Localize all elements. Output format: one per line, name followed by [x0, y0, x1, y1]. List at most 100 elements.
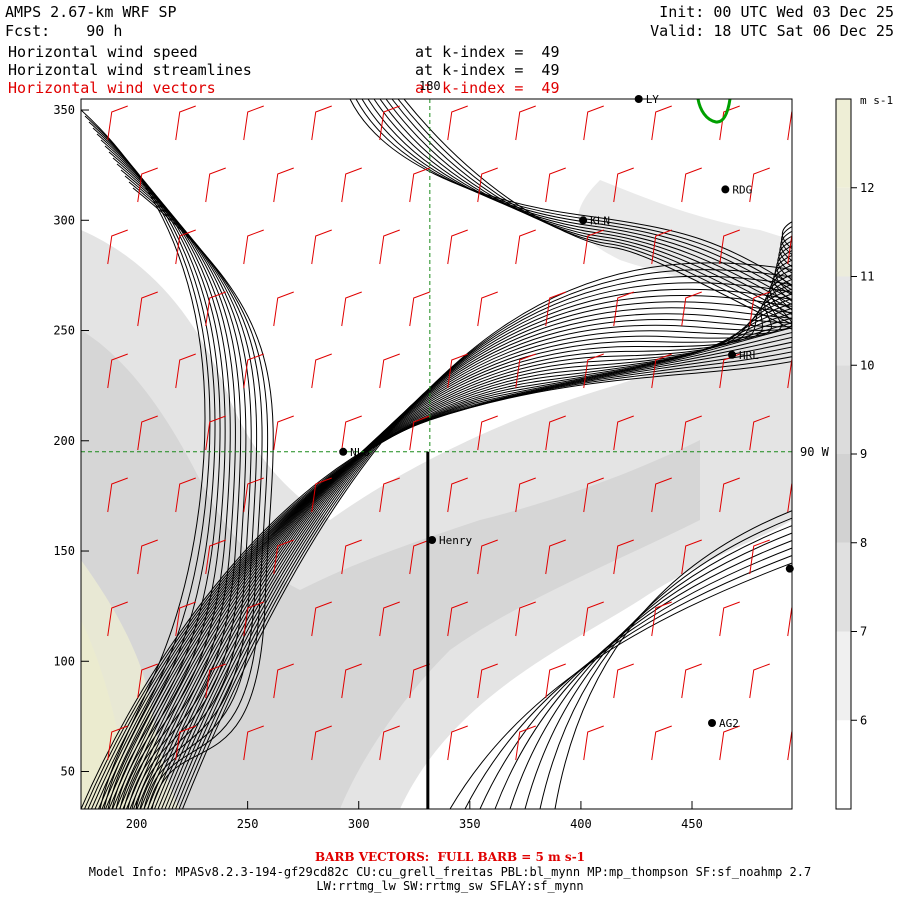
streamline [132, 187, 274, 809]
wind-barb [311, 229, 332, 265]
wind-barb [749, 291, 770, 327]
wind-barb [107, 477, 128, 513]
streamline [105, 327, 792, 809]
wind-barb [477, 663, 498, 699]
wind-barb [613, 539, 634, 575]
wind-barb [818, 540, 838, 574]
wind-barb [175, 229, 196, 265]
streamline [464, 555, 792, 809]
wind-barb [545, 291, 566, 327]
wind-barb [651, 601, 672, 637]
wind-barb [273, 167, 294, 203]
wind-barb [719, 725, 740, 761]
wind-barb [447, 601, 468, 637]
streamline [403, 99, 792, 330]
colorbar-units: m s-1 [860, 94, 893, 107]
coastline-feature [696, 99, 732, 124]
streamline [379, 99, 792, 311]
wind-barb [409, 167, 430, 203]
wind-barb [651, 229, 672, 265]
colorbar-level [836, 720, 851, 809]
wind-barb [311, 353, 332, 389]
wind-barb [243, 229, 264, 265]
forecast-hour: Fcst: 90 h [5, 22, 123, 40]
field-name-streamlines: Horizontal wind streamlines [8, 61, 252, 79]
parallel-label: 90 W [800, 445, 830, 459]
colorbar-tick-label: 10 [860, 358, 874, 372]
map-frame [80, 98, 793, 810]
station-label: RDG [732, 183, 752, 196]
streamline [126, 298, 792, 809]
streamline [133, 288, 792, 809]
x-tick-label: 450 [681, 817, 703, 831]
wind-barb [515, 725, 536, 761]
y-tick-label: 50 [61, 765, 75, 779]
wind-barb [651, 353, 672, 389]
valid-time: Valid: 18 UTC Sat 06 Dec 25 [650, 22, 894, 40]
barb-note: BARB VECTORS: FULL BARB = 5 m s-1 [314, 850, 586, 864]
model-info: Model Info: MPASv8.2.3-194-gf29cd82c CU:… [88, 865, 812, 879]
streamline [150, 264, 792, 809]
wind-barb [311, 477, 332, 513]
wind-barb [515, 229, 536, 265]
streamline [128, 181, 269, 809]
colorbar-tick-label: 12 [860, 181, 874, 195]
streamline [96, 133, 226, 809]
wind-barb [379, 601, 400, 637]
colorbar-tick-label: 9 [860, 447, 867, 461]
wind-barb [175, 601, 196, 637]
wind-barb [137, 663, 158, 699]
wind-barb [749, 415, 770, 451]
wind-barb [341, 663, 362, 699]
meridian-label: 180 [419, 79, 441, 93]
wind-barb [107, 601, 128, 637]
streamline [143, 274, 792, 809]
wind-barb [341, 539, 362, 575]
wind-barb [818, 292, 838, 326]
wind-barb [243, 725, 264, 761]
wind-barb [477, 415, 498, 451]
wind-barb [175, 353, 196, 389]
wind-barb [243, 477, 264, 513]
y-tick-label: 300 [53, 213, 75, 227]
streamline [385, 99, 792, 316]
streamline [449, 562, 792, 809]
colorbar-level [836, 187, 851, 277]
wind-barb [651, 105, 672, 141]
wind-barb [409, 539, 430, 575]
wind-barb [719, 477, 740, 513]
wind-barb [545, 663, 566, 699]
streamline [397, 99, 792, 325]
colorbar-level [836, 542, 851, 632]
streamline [98, 336, 792, 809]
wind-barb [787, 111, 792, 141]
streamline [175, 230, 792, 809]
wind-barb [613, 291, 634, 327]
wind-barb [409, 291, 430, 327]
colorbar-level [836, 631, 851, 721]
wind-barb [379, 105, 400, 141]
streamlines [81, 99, 792, 809]
wind-barb [545, 539, 566, 575]
wind-barb [583, 725, 604, 761]
wind-barb [107, 229, 128, 265]
wind-barb [719, 105, 740, 141]
streamline [119, 307, 792, 809]
streamline [168, 240, 792, 809]
wind-barb [137, 539, 158, 575]
wind-barb [243, 353, 264, 389]
wind-barb [341, 291, 362, 327]
y-tick-label: 250 [53, 324, 75, 338]
streamline [104, 145, 236, 809]
wind-speed-shading [81, 180, 792, 809]
wind-barb [719, 229, 740, 265]
wind-barb [379, 353, 400, 389]
field-name-vectors: Horizontal wind vectors [8, 79, 216, 97]
streamline [161, 250, 792, 809]
streamline [81, 109, 206, 809]
wind-barb [311, 105, 332, 141]
wind-barb [477, 291, 498, 327]
station-marker [339, 447, 348, 456]
wind-barb [515, 353, 536, 389]
wind-barb [447, 477, 468, 513]
